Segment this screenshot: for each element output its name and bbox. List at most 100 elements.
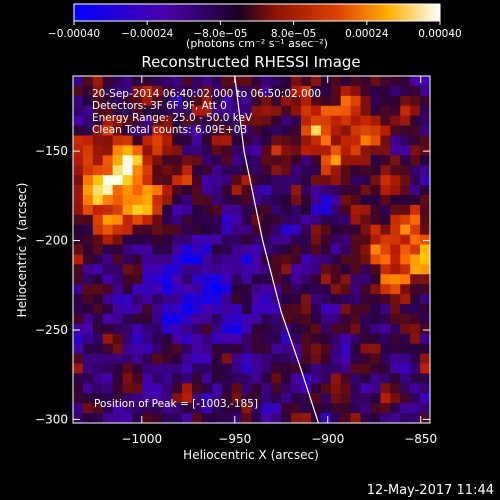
heatmap-cell (201, 294, 213, 305)
heatmap-cell (221, 343, 233, 355)
heatmap-cell (320, 165, 332, 176)
heatmap-cell (360, 194, 372, 206)
heatmap-cell (201, 363, 213, 375)
heatmap-cell (420, 155, 430, 166)
heatmap-cell (281, 175, 292, 186)
heatmap-cell (192, 145, 203, 156)
heatmap-cell (420, 373, 430, 384)
heatmap-cell (261, 175, 272, 186)
heatmap-cell (390, 403, 401, 414)
heatmap-cell (400, 185, 411, 196)
heatmap-cell (162, 224, 173, 236)
heatmap-cell (330, 304, 342, 315)
heatmap-cell (192, 343, 203, 355)
heatmap-cell (311, 383, 322, 394)
heatmap-cell (241, 413, 253, 423)
heatmap-cell (132, 313, 144, 325)
heatmap-cell (400, 214, 411, 226)
heatmap-cell (102, 343, 114, 355)
heatmap-cell (162, 145, 173, 156)
heatmap-cell (410, 333, 421, 345)
heatmap-cell (142, 333, 153, 345)
footer-timestamp: 12-May-2017 11:44 (367, 483, 494, 498)
heatmap-cell (400, 204, 411, 216)
heatmap-cell (330, 323, 342, 335)
heatmap-cell (73, 234, 84, 246)
heatmap-cell (82, 393, 94, 404)
heatmap-cell (73, 165, 84, 176)
heatmap-cell (271, 373, 282, 384)
heatmap-cell (73, 194, 84, 206)
heatmap-cell (390, 115, 401, 127)
heatmap-cell (291, 393, 302, 404)
heatmap-cell (211, 175, 223, 186)
heatmap-cell (112, 214, 124, 226)
heatmap-cell (400, 125, 411, 137)
heatmap-cell (142, 244, 153, 256)
heatmap-cell (192, 155, 203, 166)
heatmap-cell (142, 135, 153, 146)
heatmap-cell (241, 155, 253, 166)
heatmap-cell (410, 254, 421, 265)
heatmap-cell (291, 254, 302, 265)
heatmap-cell (192, 294, 203, 305)
heatmap-cell (152, 165, 163, 176)
peak-position-text: Position of Peak = [-1003,-185] (94, 398, 258, 410)
heatmap-cell (162, 403, 173, 414)
heatmap-cell (261, 194, 272, 206)
heatmap-cell (320, 313, 332, 325)
heatmap-cell (400, 105, 411, 117)
heatmap-cell (311, 234, 322, 246)
heatmap-cell (211, 363, 223, 375)
heatmap-cell (330, 95, 342, 107)
heatmap-cell (112, 95, 124, 107)
heatmap-cell (410, 85, 421, 97)
heatmap-cell (82, 373, 94, 384)
heatmap-cell (92, 383, 104, 394)
heatmap-cell (281, 224, 292, 236)
heatmap-cell (221, 353, 233, 365)
heatmap-cell (251, 343, 263, 355)
heatmap-cell (211, 383, 223, 394)
heatmap-cell (241, 224, 253, 236)
heatmap-cell (201, 264, 213, 275)
heatmap-cell (301, 95, 312, 107)
heatmap-cell (380, 95, 391, 107)
heatmap-cell (132, 155, 144, 166)
heatmap-cell (390, 204, 401, 216)
heatmap-cell (192, 204, 203, 216)
heatmap-cell (330, 333, 342, 345)
heatmap-cell (132, 105, 144, 117)
heatmap-cell (112, 274, 124, 285)
heatmap-cell (261, 254, 272, 265)
heatmap-cell (73, 383, 84, 394)
heatmap-cell (231, 254, 243, 265)
heatmap-cell (400, 85, 411, 97)
heatmap-cell (102, 284, 114, 295)
heatmap-cell (360, 343, 372, 355)
heatmap-cell (102, 333, 114, 345)
heatmap-cell (82, 383, 94, 394)
heatmap-cell (172, 383, 183, 394)
heatmap-cell (281, 413, 292, 423)
heatmap-cell (261, 85, 272, 97)
heatmap-cell (231, 125, 243, 137)
heatmap-cell (192, 135, 203, 146)
heatmap-cell (152, 76, 163, 87)
heatmap-cell (201, 304, 213, 315)
heatmap-cell (380, 115, 391, 127)
heatmap-cell (152, 313, 163, 325)
heatmap-cell (102, 383, 114, 394)
heatmap-cell (201, 234, 213, 246)
heatmap-cell (400, 383, 411, 394)
heatmap-cell (340, 393, 352, 404)
heatmap-cell (152, 204, 163, 216)
heatmap-cell (73, 175, 84, 186)
heatmap-cell (231, 304, 243, 315)
heatmap-cell (390, 353, 401, 365)
heatmap-cell (311, 313, 322, 325)
heatmap-cell (122, 234, 134, 246)
heatmap-cell (241, 185, 253, 196)
heatmap-cell (360, 264, 372, 275)
